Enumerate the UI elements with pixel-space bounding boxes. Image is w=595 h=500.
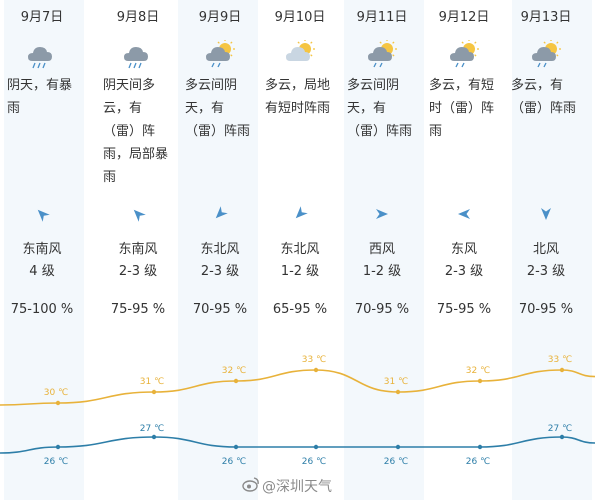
humidity: 70-95 % bbox=[518, 302, 574, 317]
low-temp-point bbox=[151, 434, 157, 440]
day-date: 9月9日 bbox=[198, 10, 242, 25]
wind-direction: 东风 bbox=[450, 242, 477, 257]
high-temp-label: 33 ℃ bbox=[302, 355, 326, 365]
wind-level: 1-2 级 bbox=[280, 264, 320, 279]
day-date: 9月10日 bbox=[274, 10, 326, 25]
partly-cloudy-rain-icon bbox=[206, 40, 235, 68]
wind-level: 2-3 级 bbox=[526, 264, 566, 279]
day-column: 9月11日多云间阴天，有（雷）阵雨西风 1-2 级 70-95 % bbox=[341, 0, 423, 500]
low-temp-point bbox=[55, 444, 61, 450]
high-temp-point bbox=[55, 400, 61, 406]
weather-description: 多云，局地有短时阵雨 bbox=[265, 78, 331, 116]
wind-direction: 东南风 bbox=[118, 242, 158, 257]
high-temp-line bbox=[0, 369, 595, 406]
partly-cloudy-rain-icon bbox=[450, 40, 479, 68]
day-column: 9月9日多云间阴天，有（雷）阵雨东北风 2-3 级 70-95 % bbox=[179, 0, 261, 500]
thunderstorm-icon bbox=[124, 47, 148, 69]
wind-level: 2-3 级 bbox=[118, 264, 158, 279]
humidity: 75-100 % bbox=[10, 302, 74, 317]
high-temp-label: 32 ℃ bbox=[222, 366, 246, 376]
watermark: @深圳天气 bbox=[262, 479, 332, 495]
wind-direction-arrow-icon bbox=[376, 209, 388, 219]
low-temp-label: 26 ℃ bbox=[222, 457, 246, 467]
weather-description: 阴天，有暴雨 bbox=[7, 78, 73, 116]
high-temp-label: 33 ℃ bbox=[548, 355, 572, 365]
thunderstorm-icon bbox=[28, 47, 52, 69]
column-background bbox=[4, 0, 84, 500]
high-temp-point bbox=[233, 378, 239, 384]
high-temp-label: 31 ℃ bbox=[384, 377, 408, 387]
wind-direction-arrow-icon bbox=[295, 206, 308, 219]
low-temp-point bbox=[395, 444, 401, 450]
low-temp-label: 27 ℃ bbox=[140, 424, 164, 434]
partly-cloudy-rain-icon bbox=[532, 40, 561, 68]
high-temp-label: 32 ℃ bbox=[466, 366, 490, 376]
low-temp-label: 27 ℃ bbox=[548, 424, 572, 434]
weather-description: 多云，有（雷）阵雨 bbox=[511, 78, 577, 116]
high-temp-label: 30 ℃ bbox=[44, 388, 68, 398]
day-column: 9月7日阴天，有暴雨东南风 4 级 75-100 % bbox=[1, 0, 83, 500]
day-column: 9月12日多云，有短时（雷）阵雨东风 2-3 级 75-95 % bbox=[423, 0, 505, 500]
wind-level: 4 级 bbox=[29, 264, 55, 279]
humidity: 65-95 % bbox=[272, 302, 328, 317]
wind-direction: 西风 bbox=[368, 242, 395, 257]
high-temp-point bbox=[151, 389, 157, 395]
low-temp-point bbox=[477, 444, 483, 450]
low-temp-point bbox=[313, 444, 319, 450]
column-background bbox=[344, 0, 424, 500]
wind-direction-arrow-icon bbox=[541, 208, 551, 220]
humidity: 70-95 % bbox=[192, 302, 248, 317]
wind-direction: 东北风 bbox=[200, 242, 240, 257]
wind-direction: 东北风 bbox=[280, 242, 320, 257]
wind-direction-arrow-icon bbox=[215, 206, 228, 219]
wind-direction: 北风 bbox=[532, 242, 559, 257]
humidity: 75-95 % bbox=[110, 302, 166, 317]
low-temp-label: 26 ℃ bbox=[384, 457, 408, 467]
day-date: 9月11日 bbox=[356, 10, 408, 25]
low-temp-label: 26 ℃ bbox=[466, 457, 490, 467]
low-temp-point bbox=[559, 434, 565, 440]
weather-description: 多云，有短时（雷）阵雨 bbox=[429, 78, 495, 139]
wind-level: 1-2 级 bbox=[362, 264, 402, 279]
low-temp-label: 26 ℃ bbox=[44, 457, 68, 467]
partly-cloudy-rain-icon bbox=[368, 40, 397, 68]
day-column: 9月10日多云，局地有短时阵雨东北风 1-2 级 65-95 % bbox=[259, 0, 341, 500]
high-temp-label: 31 ℃ bbox=[140, 377, 164, 387]
column-background bbox=[512, 0, 592, 500]
wind-direction-arrow-icon bbox=[458, 209, 470, 219]
wind-level: 2-3 级 bbox=[200, 264, 240, 279]
day-date: 9月8日 bbox=[116, 10, 160, 25]
weather-description: 阴天间多云，有（雷）阵雨，局部暴雨 bbox=[103, 78, 169, 185]
high-temp-point bbox=[477, 378, 483, 384]
wind-level: 2-3 级 bbox=[444, 264, 484, 279]
high-temp-point bbox=[313, 367, 319, 373]
partly-cloudy-icon bbox=[286, 40, 315, 61]
low-temp-point bbox=[233, 444, 239, 450]
day-date: 9月13日 bbox=[520, 10, 572, 25]
wind-direction-arrow-icon bbox=[37, 209, 50, 222]
wind-direction: 东南风 bbox=[22, 242, 62, 257]
weibo-icon bbox=[242, 477, 259, 492]
wind-direction-arrow-icon bbox=[133, 209, 146, 222]
weather-description: 多云间阴天，有（雷）阵雨 bbox=[185, 78, 251, 139]
low-temp-label: 26 ℃ bbox=[302, 457, 326, 467]
low-temp-line bbox=[0, 436, 595, 454]
day-column: 9月13日多云，有（雷）阵雨北风 2-3 级 70-95 % bbox=[505, 0, 587, 500]
column-background bbox=[178, 0, 258, 500]
high-temp-point bbox=[395, 389, 401, 395]
temperature-chart: 30 ℃ 26 ℃ 31 ℃ 27 ℃ 32 ℃ 26 ℃ 33 ℃ 26 ℃ 31 ℃ 26 ℃… bbox=[0, 355, 595, 467]
day-date: 9月7日 bbox=[20, 10, 64, 25]
humidity: 70-95 % bbox=[354, 302, 410, 317]
high-temp-point bbox=[559, 367, 565, 373]
day-date: 9月12日 bbox=[438, 10, 490, 25]
humidity: 75-95 % bbox=[436, 302, 492, 317]
day-column: 9月8日阴天间多云，有（雷）阵雨，局部暴雨东南风 2-3 级 75-95 % bbox=[97, 0, 179, 500]
weather-description: 多云间阴天，有（雷）阵雨 bbox=[347, 78, 413, 139]
